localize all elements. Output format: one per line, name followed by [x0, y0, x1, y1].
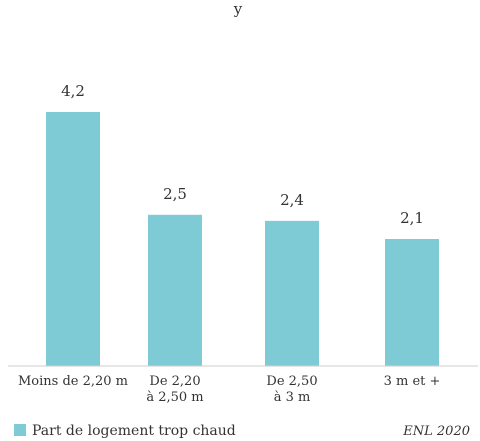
bar-0	[46, 112, 100, 366]
data-label-0: 4,2	[61, 82, 85, 100]
bar-3	[385, 239, 439, 366]
bar-1	[148, 214, 202, 366]
svg-text:y: y	[233, 0, 243, 18]
category-label-0-0: Moins de 2,20 m	[18, 374, 128, 389]
category-label-1-1: à 2,50 m	[146, 390, 203, 405]
bars-layer: 4,2 2,5 2,4 2,1	[46, 82, 439, 366]
category-label-1-0: De 2,20	[149, 374, 200, 389]
category-label-2-1: à 3 m	[274, 390, 311, 405]
data-label-1: 2,5	[163, 185, 187, 203]
top-title-fragment: y	[233, 0, 243, 18]
data-label-3: 2,1	[400, 209, 424, 227]
category-label-2-0: De 2,50	[266, 374, 317, 389]
data-label-2: 2,4	[280, 191, 304, 209]
bar-2	[265, 220, 319, 366]
legend-label: Part de logement trop chaud	[32, 423, 236, 439]
category-label-3-0: 3 m et +	[384, 374, 441, 389]
source-note: ENL 2020	[402, 424, 470, 439]
legend-swatch	[14, 424, 26, 436]
category-labels: Moins de 2,20 m De 2,20à 2,50 m De 2,50à 3…	[18, 374, 440, 405]
